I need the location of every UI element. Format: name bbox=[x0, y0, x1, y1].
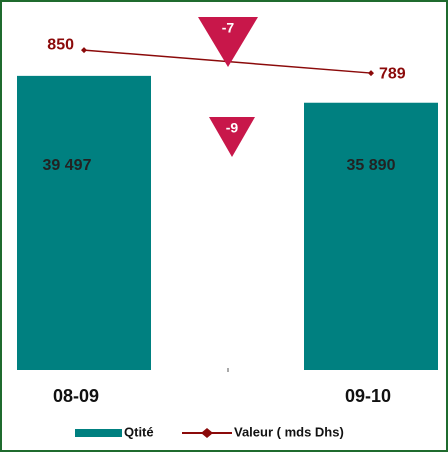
annotation-label: -9 bbox=[226, 120, 239, 136]
annotation-triangle bbox=[198, 17, 258, 67]
bar bbox=[17, 75, 151, 370]
legend-label: Valeur ( mds Dhs) bbox=[234, 424, 344, 439]
x-tick-label: 09-10 bbox=[345, 386, 391, 406]
line-value-label: 789 bbox=[379, 65, 406, 82]
x-tick-label: 08-09 bbox=[53, 386, 99, 406]
bar bbox=[304, 102, 438, 370]
bar-value-label: 35 890 bbox=[347, 157, 396, 174]
legend-swatch bbox=[201, 428, 213, 438]
legend-swatch bbox=[75, 429, 122, 437]
line-value-label: 850 bbox=[47, 36, 74, 53]
annotation-label: -7 bbox=[222, 20, 235, 36]
line-marker bbox=[81, 47, 87, 54]
line-marker bbox=[368, 70, 374, 77]
legend-label: Qtité bbox=[124, 424, 154, 439]
bar-value-label: 39 497 bbox=[43, 157, 92, 174]
annotation-triangle bbox=[209, 117, 255, 157]
